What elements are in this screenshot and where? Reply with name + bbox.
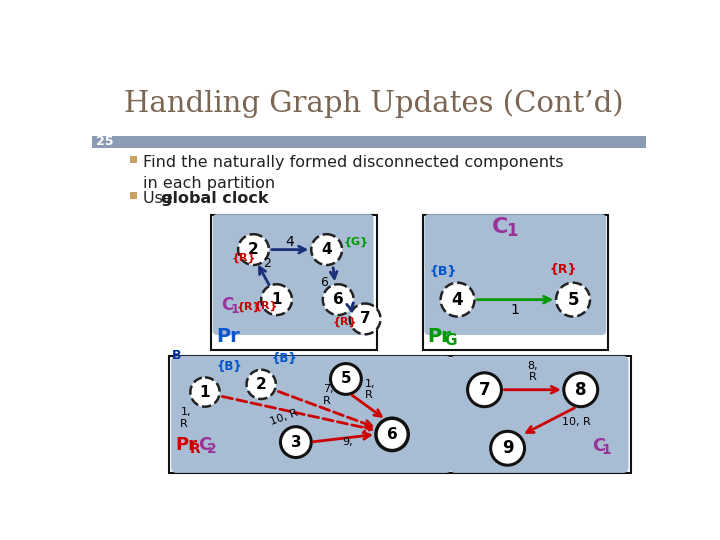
Text: 1: 1 xyxy=(199,384,210,400)
Text: {B}: {B} xyxy=(217,360,243,373)
Text: 4: 4 xyxy=(321,242,332,257)
Text: 8,
R: 8, R xyxy=(527,361,538,382)
FancyBboxPatch shape xyxy=(211,215,377,350)
Text: 6: 6 xyxy=(333,292,343,307)
FancyBboxPatch shape xyxy=(425,214,606,335)
Circle shape xyxy=(261,284,292,315)
Text: 1: 1 xyxy=(511,303,520,318)
FancyBboxPatch shape xyxy=(168,356,631,473)
Text: 9: 9 xyxy=(502,439,513,457)
Text: Pr: Pr xyxy=(217,327,240,346)
FancyBboxPatch shape xyxy=(423,215,608,350)
Text: 5: 5 xyxy=(567,291,579,309)
Text: 2: 2 xyxy=(248,242,259,257)
FancyBboxPatch shape xyxy=(92,136,647,148)
Text: 1,
R: 1, R xyxy=(365,379,376,400)
Text: 9,: 9, xyxy=(342,437,353,447)
Text: Pr: Pr xyxy=(175,436,197,454)
Text: C: C xyxy=(221,296,233,314)
Circle shape xyxy=(490,431,525,465)
Circle shape xyxy=(238,234,269,265)
Circle shape xyxy=(246,370,276,399)
Text: 6: 6 xyxy=(320,276,328,289)
Text: 2: 2 xyxy=(256,377,266,392)
Text: C: C xyxy=(198,436,211,454)
Text: 1: 1 xyxy=(601,443,611,457)
Text: 1: 1 xyxy=(506,222,518,240)
Text: 1: 1 xyxy=(230,303,239,316)
Text: 4: 4 xyxy=(286,235,294,249)
Circle shape xyxy=(441,283,474,316)
Text: R: R xyxy=(189,442,200,456)
Text: {G}: {G} xyxy=(343,237,369,247)
Text: C: C xyxy=(492,217,508,237)
Circle shape xyxy=(281,427,311,457)
Text: Use: Use xyxy=(143,191,178,206)
Text: 5: 5 xyxy=(341,372,351,387)
Text: 10, R: 10, R xyxy=(562,417,590,427)
Text: Find the naturally formed disconnected components
in each partition: Find the naturally formed disconnected c… xyxy=(143,155,563,191)
Circle shape xyxy=(556,283,590,316)
Bar xyxy=(130,192,138,199)
Text: Handling Graph Updates (Cont’d): Handling Graph Updates (Cont’d) xyxy=(124,90,624,118)
Bar xyxy=(130,156,138,163)
Text: 8: 8 xyxy=(575,381,587,399)
Text: 3: 3 xyxy=(291,435,301,450)
Circle shape xyxy=(467,373,501,407)
Text: 4: 4 xyxy=(451,291,464,309)
Text: global clock: global clock xyxy=(161,191,269,206)
Circle shape xyxy=(323,284,354,315)
Text: {R}: {R} xyxy=(253,301,278,311)
Circle shape xyxy=(330,363,361,394)
Circle shape xyxy=(190,377,220,407)
Text: 1: 1 xyxy=(271,292,282,307)
Text: {B}: {B} xyxy=(271,352,297,365)
Text: 10, R: 10, R xyxy=(269,408,300,427)
Text: 1,
R: 1, R xyxy=(180,407,191,429)
Text: Pr: Pr xyxy=(428,327,451,346)
Text: 7: 7 xyxy=(360,312,371,326)
Text: G: G xyxy=(444,333,457,348)
Circle shape xyxy=(564,373,598,407)
Text: {R}: {R} xyxy=(550,264,577,276)
Text: {R}: {R} xyxy=(237,302,261,312)
Circle shape xyxy=(376,418,408,450)
Text: B: B xyxy=(172,349,181,362)
Text: C: C xyxy=(593,437,606,455)
Text: {R}: {R} xyxy=(333,317,357,327)
Text: 25: 25 xyxy=(96,136,114,148)
Text: 2: 2 xyxy=(264,257,271,270)
Text: {R}: {R} xyxy=(232,253,256,264)
Circle shape xyxy=(311,234,342,265)
FancyBboxPatch shape xyxy=(450,356,629,473)
FancyBboxPatch shape xyxy=(171,356,451,473)
Text: 7,
R: 7, R xyxy=(323,384,333,406)
Circle shape xyxy=(350,303,381,334)
Text: 6: 6 xyxy=(387,427,397,442)
Text: {B}: {B} xyxy=(430,265,457,278)
Text: 2: 2 xyxy=(207,442,217,456)
FancyBboxPatch shape xyxy=(212,214,374,335)
Text: 7: 7 xyxy=(479,381,490,399)
